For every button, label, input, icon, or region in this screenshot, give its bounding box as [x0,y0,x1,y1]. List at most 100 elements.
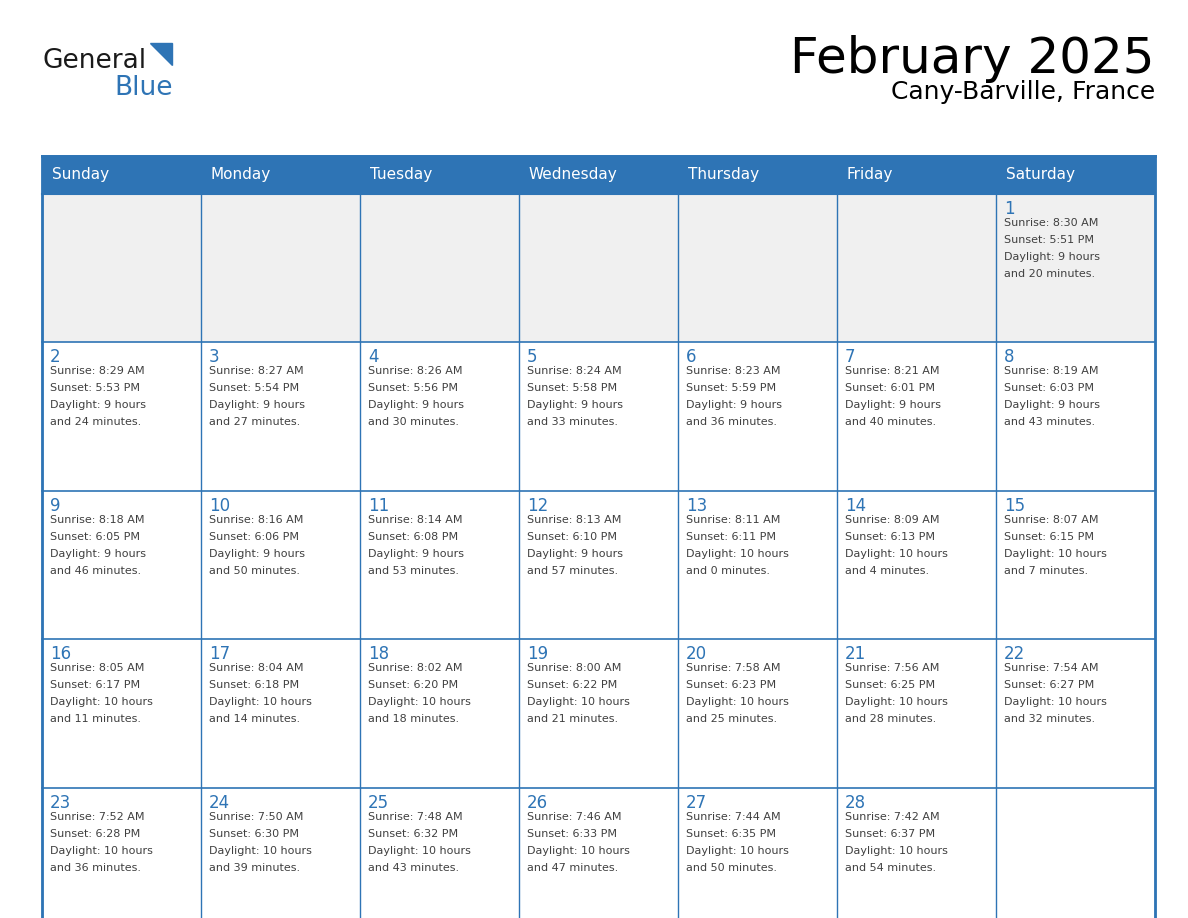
Text: Sunset: 6:23 PM: Sunset: 6:23 PM [685,680,776,690]
Text: and 25 minutes.: and 25 minutes. [685,714,777,724]
Text: Blue: Blue [114,75,172,101]
Text: and 54 minutes.: and 54 minutes. [845,863,936,873]
Text: and 30 minutes.: and 30 minutes. [368,418,459,428]
Text: Saturday: Saturday [1005,167,1074,183]
Text: 17: 17 [209,645,230,663]
Text: Sunset: 6:08 PM: Sunset: 6:08 PM [368,532,459,542]
Text: 3: 3 [209,349,220,366]
Bar [519,491,678,639]
Text: 19: 19 [527,645,548,663]
Text: Sunrise: 7:50 AM: Sunrise: 7:50 AM [209,812,303,822]
Bar [201,156,360,194]
Text: 13: 13 [685,497,707,515]
Text: Sunset: 6:35 PM: Sunset: 6:35 PM [685,829,776,839]
Text: Daylight: 10 hours: Daylight: 10 hours [368,697,470,707]
Text: Sunset: 6:05 PM: Sunset: 6:05 PM [50,532,140,542]
Text: Sunrise: 8:14 AM: Sunrise: 8:14 AM [368,515,462,525]
Bar [678,156,838,194]
Text: Sunday: Sunday [51,167,108,183]
Text: Sunset: 5:54 PM: Sunset: 5:54 PM [209,384,299,394]
Text: 8: 8 [1004,349,1015,366]
Text: Sunrise: 8:24 AM: Sunrise: 8:24 AM [527,366,621,376]
Text: Sunset: 5:58 PM: Sunset: 5:58 PM [527,384,617,394]
Text: Sunrise: 8:21 AM: Sunrise: 8:21 AM [845,366,940,376]
Text: 6: 6 [685,349,696,366]
Text: Sunrise: 8:09 AM: Sunrise: 8:09 AM [845,515,940,525]
Text: Daylight: 10 hours: Daylight: 10 hours [50,845,153,856]
Text: Daylight: 10 hours: Daylight: 10 hours [845,697,948,707]
Text: Sunrise: 8:27 AM: Sunrise: 8:27 AM [209,366,304,376]
Text: Sunset: 6:03 PM: Sunset: 6:03 PM [1004,384,1094,394]
Text: and 18 minutes.: and 18 minutes. [368,714,459,724]
Text: Sunrise: 7:42 AM: Sunrise: 7:42 AM [845,812,940,822]
Bar [42,788,201,918]
Text: Sunrise: 8:29 AM: Sunrise: 8:29 AM [50,366,145,376]
Text: Sunset: 5:53 PM: Sunset: 5:53 PM [50,384,140,394]
Text: Daylight: 10 hours: Daylight: 10 hours [685,549,789,559]
Text: and 14 minutes.: and 14 minutes. [209,714,301,724]
Text: Sunrise: 8:04 AM: Sunrise: 8:04 AM [209,663,303,673]
Text: Cany-Barville, France: Cany-Barville, France [891,80,1155,104]
Text: 4: 4 [368,349,379,366]
Text: and 36 minutes.: and 36 minutes. [685,418,777,428]
Text: Sunset: 6:27 PM: Sunset: 6:27 PM [1004,680,1094,690]
Text: Daylight: 9 hours: Daylight: 9 hours [1004,400,1100,410]
Text: Sunrise: 7:54 AM: Sunrise: 7:54 AM [1004,663,1099,673]
Text: Sunset: 5:56 PM: Sunset: 5:56 PM [368,384,457,394]
Text: Sunrise: 8:19 AM: Sunrise: 8:19 AM [1004,366,1099,376]
Bar [838,194,996,342]
Text: Daylight: 10 hours: Daylight: 10 hours [209,845,311,856]
Text: Sunrise: 8:05 AM: Sunrise: 8:05 AM [50,663,144,673]
Text: Daylight: 10 hours: Daylight: 10 hours [527,845,630,856]
Bar [838,342,996,491]
Bar [996,342,1155,491]
Text: Daylight: 10 hours: Daylight: 10 hours [50,697,153,707]
Bar [678,491,838,639]
Text: and 24 minutes.: and 24 minutes. [50,418,141,428]
Text: and 36 minutes.: and 36 minutes. [50,863,141,873]
Text: 14: 14 [845,497,866,515]
Text: 11: 11 [368,497,390,515]
Text: Sunrise: 8:02 AM: Sunrise: 8:02 AM [368,663,462,673]
Text: Sunrise: 8:26 AM: Sunrise: 8:26 AM [368,366,462,376]
Text: Sunset: 6:33 PM: Sunset: 6:33 PM [527,829,617,839]
Polygon shape [150,43,172,65]
Bar [360,156,519,194]
Text: 24: 24 [209,793,230,812]
Text: and 40 minutes.: and 40 minutes. [845,418,936,428]
Bar [519,194,678,342]
Bar [519,156,678,194]
Text: and 39 minutes.: and 39 minutes. [209,863,301,873]
Text: and 47 minutes.: and 47 minutes. [527,863,618,873]
Text: and 43 minutes.: and 43 minutes. [368,863,459,873]
Text: Sunrise: 7:46 AM: Sunrise: 7:46 AM [527,812,621,822]
Text: and 0 minutes.: and 0 minutes. [685,565,770,576]
Text: and 46 minutes.: and 46 minutes. [50,565,141,576]
Text: 28: 28 [845,793,866,812]
Text: 20: 20 [685,645,707,663]
Text: Sunset: 6:18 PM: Sunset: 6:18 PM [209,680,299,690]
Text: 7: 7 [845,349,855,366]
Bar [996,194,1155,342]
Text: Sunrise: 7:48 AM: Sunrise: 7:48 AM [368,812,462,822]
Text: February 2025: February 2025 [790,35,1155,83]
Text: and 57 minutes.: and 57 minutes. [527,565,618,576]
Text: Sunset: 6:17 PM: Sunset: 6:17 PM [50,680,140,690]
Bar [42,639,201,788]
Bar [360,194,519,342]
Text: Sunrise: 8:13 AM: Sunrise: 8:13 AM [527,515,621,525]
Text: 27: 27 [685,793,707,812]
Text: 12: 12 [527,497,548,515]
Bar [996,639,1155,788]
Bar [838,788,996,918]
Text: Wednesday: Wednesday [529,167,618,183]
Text: Sunset: 6:15 PM: Sunset: 6:15 PM [1004,532,1094,542]
Bar [42,156,201,194]
Text: and 21 minutes.: and 21 minutes. [527,714,618,724]
Bar [201,491,360,639]
Text: Daylight: 10 hours: Daylight: 10 hours [1004,549,1107,559]
Bar [678,639,838,788]
Bar [838,639,996,788]
Text: 2: 2 [50,349,61,366]
Text: Sunrise: 7:58 AM: Sunrise: 7:58 AM [685,663,781,673]
